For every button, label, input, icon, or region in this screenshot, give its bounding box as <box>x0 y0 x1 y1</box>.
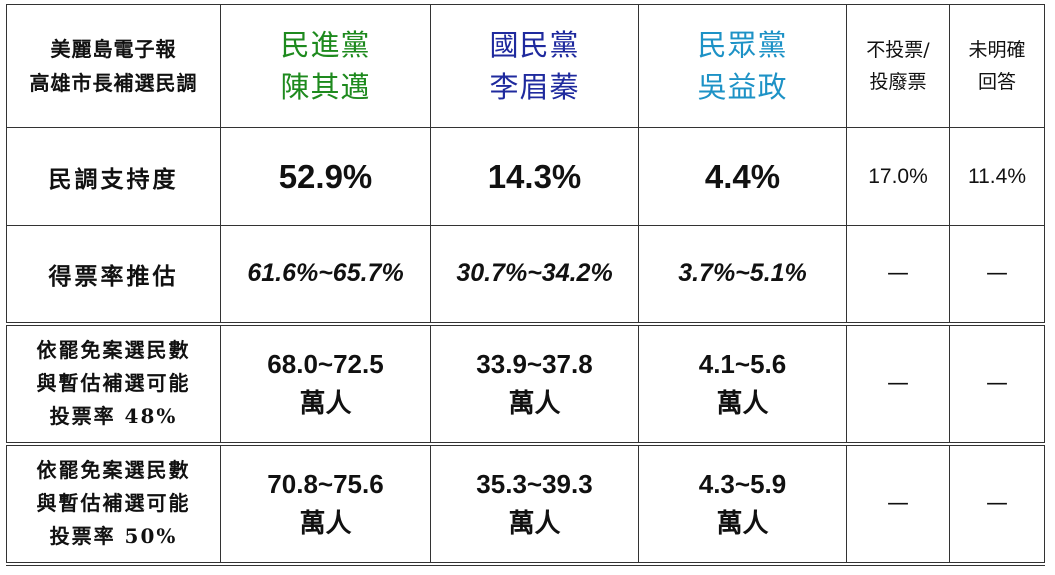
turnout50-value-undecided: — <box>949 441 1045 566</box>
support-label: 民調支持度 <box>6 127 221 226</box>
header-no-vote: 不投票/ 投廢票 <box>846 4 950 128</box>
turnout50-row: 依罷免案選民數 與暫估補選可能 投票率 50% 70.8~75.6 萬人 35.… <box>6 441 1045 566</box>
header-undecided: 未明確 回答 <box>949 4 1045 128</box>
candidate-name-tpp: 吳益政 <box>697 70 788 104</box>
estimate-label: 得票率推估 <box>6 225 221 324</box>
candidate-name-kmt: 李眉蓁 <box>489 70 580 104</box>
turnout48-value-kmt: 33.9~37.8 萬人 <box>430 321 639 444</box>
candidate-tpp: 民眾黨 吳益政 <box>638 4 847 128</box>
turnout50-value-tpp: 4.3~5.9 萬人 <box>638 441 847 566</box>
no-vote-line-1: 不投票/ <box>866 39 930 61</box>
candidate-kmt: 國民黨 李眉蓁 <box>430 4 639 128</box>
turnout48-value-dpp: 68.0~72.5 萬人 <box>220 321 431 444</box>
turnout48-label: 依罷免案選民數 與暫估補選可能 投票率 48% <box>6 321 221 444</box>
turnout48-value-tpp: 4.1~5.6 萬人 <box>638 321 847 444</box>
turnout50-value-kmt: 35.3~39.3 萬人 <box>430 441 639 566</box>
party-name-dpp: 民進黨 <box>280 28 371 62</box>
support-row: 民調支持度 52.9% 14.3% 4.4% 17.0% 11.4% <box>6 127 1045 226</box>
estimate-value-undecided: — <box>949 225 1045 324</box>
turnout50-value-dpp: 70.8~75.6 萬人 <box>220 441 431 566</box>
support-value-dpp: 52.9% <box>220 127 431 226</box>
turnout48-value-no-vote: — <box>846 321 950 444</box>
table-title: 美麗島電子報 高雄市長補選民調 <box>6 4 221 128</box>
support-value-tpp: 4.4% <box>638 127 847 226</box>
turnout48-row: 依罷免案選民數 與暫估補選可能 投票率 48% 68.0~72.5 萬人 33.… <box>6 321 1045 444</box>
title-line-1: 美麗島電子報 <box>50 37 177 61</box>
estimate-value-dpp: 61.6%~65.7% <box>220 225 431 324</box>
candidate-name-dpp: 陳其邁 <box>280 70 371 104</box>
turnout50-value-no-vote: — <box>846 441 950 566</box>
support-value-no-vote: 17.0% <box>846 127 950 226</box>
undecided-line-1: 未明確 <box>968 39 1026 61</box>
support-value-kmt: 14.3% <box>430 127 639 226</box>
support-value-undecided: 11.4% <box>949 127 1045 226</box>
header-row: 美麗島電子報 高雄市長補選民調 民進黨 陳其邁 國民黨 李眉蓁 民眾黨 吳益政 … <box>6 4 1045 128</box>
undecided-line-2: 回答 <box>977 71 1016 93</box>
party-name-kmt: 國民黨 <box>489 28 580 62</box>
party-name-tpp: 民眾黨 <box>697 28 788 62</box>
turnout50-label: 依罷免案選民數 與暫估補選可能 投票率 50% <box>6 441 221 566</box>
title-line-2: 高雄市長補選民調 <box>29 71 198 95</box>
candidate-dpp: 民進黨 陳其邁 <box>220 4 431 128</box>
estimate-value-no-vote: — <box>846 225 950 324</box>
poll-table: 美麗島電子報 高雄市長補選民調 民進黨 陳其邁 國民黨 李眉蓁 民眾黨 吳益政 … <box>6 4 1045 566</box>
estimate-value-tpp: 3.7%~5.1% <box>638 225 847 324</box>
estimate-row: 得票率推估 61.6%~65.7% 30.7%~34.2% 3.7%~5.1% … <box>6 225 1045 324</box>
no-vote-line-2: 投廢票 <box>869 71 927 93</box>
estimate-value-kmt: 30.7%~34.2% <box>430 225 639 324</box>
turnout48-value-undecided: — <box>949 321 1045 444</box>
